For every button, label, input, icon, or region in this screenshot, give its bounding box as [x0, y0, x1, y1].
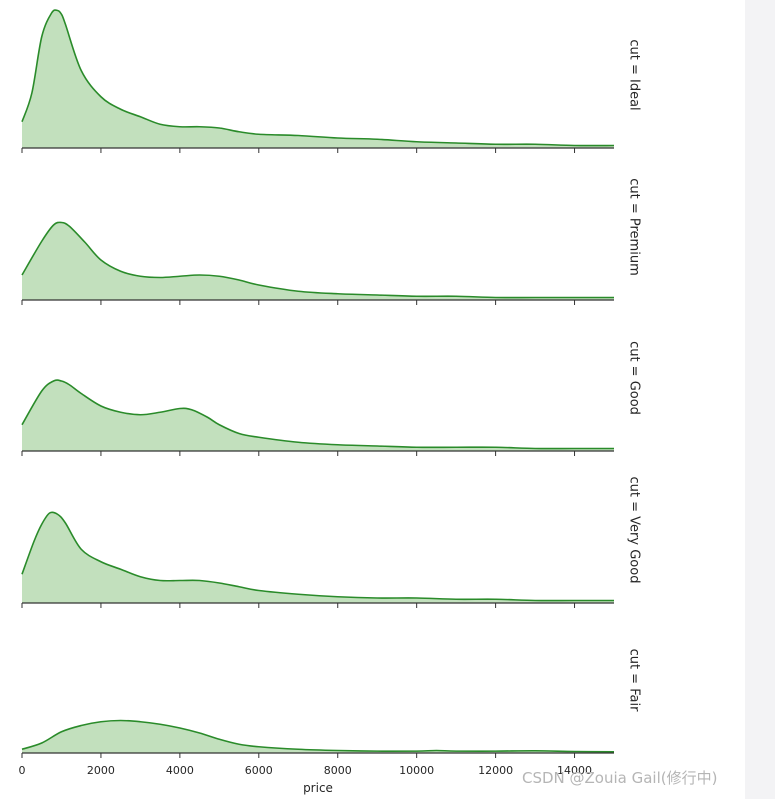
- x-tick-label-3: 6000: [245, 764, 273, 777]
- density-area-premium: [22, 222, 614, 300]
- facet-label-good: cut = Good: [627, 341, 642, 415]
- x-tick-label-7: 14000: [557, 764, 592, 777]
- density-line-good: [21, 379, 614, 450]
- x-tick-label-5: 10000: [399, 764, 434, 777]
- density-area-very-good: [22, 512, 614, 603]
- density-line-premium: [21, 221, 614, 299]
- density-line-fair: [21, 719, 615, 753]
- facet-label-very-good: cut = Very Good: [627, 477, 642, 584]
- facet-kde-chart: cut = Ideal cut = Premium cut = Good cut = …: [19, 9, 642, 795]
- x-tick-label-2: 4000: [166, 764, 194, 777]
- facet-label-premium: cut = Premium: [627, 178, 642, 276]
- x-tick-label-1: 2000: [87, 764, 115, 777]
- window-edge-strip: [745, 0, 775, 799]
- x-tick-label-4: 8000: [324, 764, 352, 777]
- facet-label-ideal: cut = Ideal: [627, 39, 642, 110]
- density-line-ideal: [21, 9, 615, 147]
- density-area-ideal: [22, 10, 614, 148]
- x-tick-label-0: 0: [19, 764, 26, 777]
- density-line-very-good: [21, 511, 614, 602]
- watermark-text: CSDN @Zouia Gail(修行中): [522, 769, 718, 787]
- density-area-good: [22, 380, 614, 451]
- density-area-fair: [22, 720, 614, 753]
- facet-label-fair: cut = Fair: [627, 649, 642, 713]
- x-tick-label-6: 12000: [478, 764, 513, 777]
- x-axis-label: price: [303, 781, 333, 795]
